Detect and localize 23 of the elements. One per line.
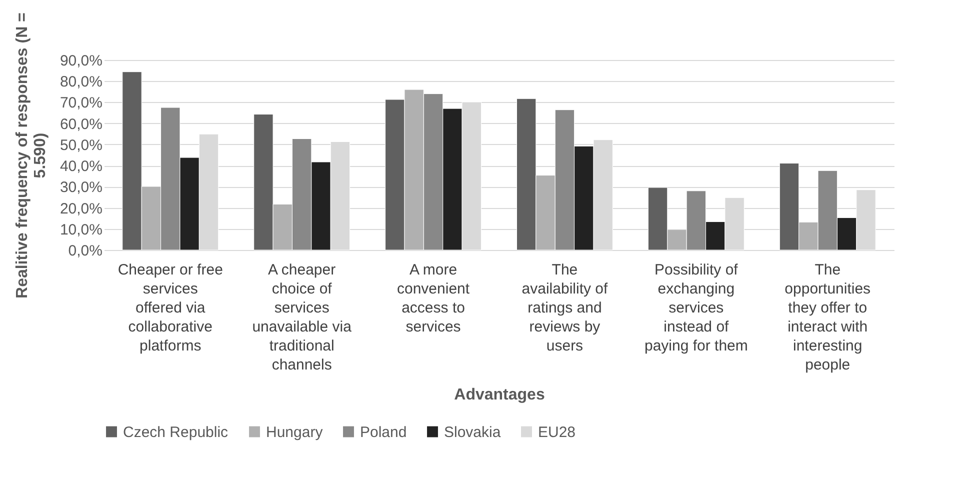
x-tick-label: A more convenient access to services (396, 262, 470, 336)
y-tick-label: 10,0% (60, 221, 102, 238)
y-tick-label: 50,0% (60, 136, 102, 154)
x-tick-label: The opportunities they offer to interact with interesting people (784, 262, 871, 374)
x-axis-title: Advantages (454, 386, 545, 404)
x-tick-label: Cheaper or free services offered via collaborative platforms (118, 262, 223, 354)
y-tick-label: 30,0% (60, 179, 102, 196)
y-tick-label: 90,0% (60, 52, 102, 70)
y-tick-label: 80,0% (60, 74, 102, 91)
legend-label: Slovakia (444, 424, 502, 441)
y-tick-label: 0,0% (68, 242, 102, 260)
y-tick-label: 40,0% (60, 158, 102, 176)
legend-label: Poland (360, 424, 407, 441)
x-tick-label: The availability of ratings and reviews by users (522, 262, 608, 354)
y-tick-label: 70,0% (60, 94, 102, 112)
x-tick-label: A cheaper choice of services unavailable via traditional channels (252, 262, 352, 374)
y-tick-label: 60,0% (60, 116, 102, 133)
legend-label: Czech Republic (123, 424, 229, 441)
y-axis-title: Realitive frequency of responses (N = 5.590) (14, 12, 49, 298)
legend-label: Hungary (266, 424, 324, 441)
y-tick-label: 20,0% (60, 200, 102, 218)
legend-label: EU28 (538, 424, 576, 441)
x-tick-label: Possibility of exchanging services instead of paying for them (644, 262, 748, 354)
